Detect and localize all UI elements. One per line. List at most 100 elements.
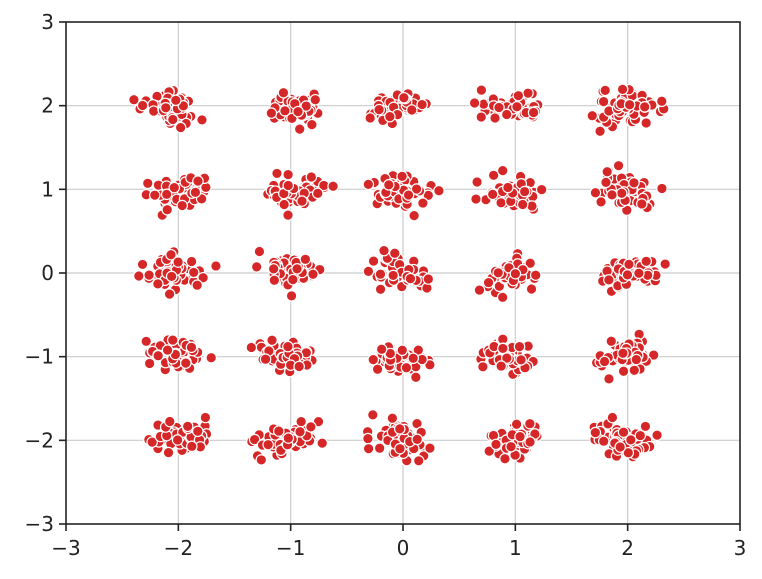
scatter-point: [147, 105, 160, 117]
x-tick-label: 0: [397, 536, 410, 560]
scatter-point: [285, 290, 298, 302]
x-tick-label: 3: [734, 536, 747, 560]
scatter-point: [509, 267, 522, 280]
scatter-point: [373, 103, 385, 116]
scatter-point: [471, 176, 483, 188]
scatter-point: [160, 188, 173, 201]
scatter-point: [634, 429, 647, 442]
scatter-point: [311, 187, 324, 200]
scatter-point: [387, 269, 399, 282]
scatter-point: [128, 93, 140, 106]
scatter-point: [174, 121, 187, 134]
scatter-point: [196, 114, 208, 126]
scatter-point: [307, 268, 319, 281]
scatter-point: [492, 266, 505, 279]
scatter-point: [505, 440, 517, 453]
scatter-point: [293, 123, 306, 135]
y-tick-label: −3: [25, 512, 54, 536]
scatter-point: [603, 373, 615, 385]
scatter-point: [248, 433, 261, 446]
scatter-point: [486, 188, 499, 201]
x-tick-label: −2: [164, 536, 193, 560]
scatter-point: [316, 437, 329, 449]
scatter-point: [512, 89, 525, 102]
scatter-point: [267, 263, 280, 275]
scatter-point: [186, 440, 198, 453]
scatter-point: [639, 420, 652, 433]
scatter-point: [500, 108, 513, 121]
scatter-point: [411, 433, 424, 446]
scatter-point: [487, 169, 500, 182]
scatter-point: [599, 84, 612, 97]
scatter-point: [253, 245, 266, 258]
scatter-point: [309, 93, 322, 106]
scatter-point: [524, 417, 536, 430]
scatter-point: [146, 436, 158, 448]
scatter-point: [594, 125, 606, 138]
scatter-point: [364, 112, 376, 124]
y-tick-labels: −3 −2 −1 0 1 2 3: [25, 10, 54, 536]
scatter-point: [294, 425, 306, 438]
scatter-point: [164, 415, 176, 428]
scatter-point: [524, 257, 537, 270]
scatter-point: [475, 111, 488, 123]
scatter-point: [501, 352, 513, 364]
scatter-point: [617, 426, 630, 438]
scatter-point: [623, 98, 636, 111]
y-tick-label: 0: [41, 261, 54, 285]
scatter-point: [172, 256, 184, 268]
scatter-point: [514, 430, 526, 443]
scatter-point: [606, 411, 619, 424]
scatter-point: [287, 273, 299, 286]
scatter-point: [477, 360, 489, 373]
scatter-point: [616, 83, 629, 96]
scatter-point: [165, 270, 178, 283]
scatter-point: [292, 105, 304, 118]
scatter-point: [651, 429, 663, 441]
scatter-point: [210, 260, 222, 272]
scatter-point: [167, 113, 179, 126]
scatter-point: [259, 353, 272, 365]
scatter-point: [279, 105, 291, 117]
scatter-point: [598, 355, 611, 368]
scatter-point: [516, 198, 529, 211]
scatter-point: [293, 360, 305, 373]
x-tick-labels: −3 −2 −1 0 1 2 3: [51, 536, 746, 560]
scatter-point: [633, 267, 645, 280]
scatter-point: [482, 276, 495, 289]
scatter-point: [496, 291, 509, 304]
scatter-point: [424, 359, 436, 371]
scatter-point: [621, 269, 634, 281]
scatter-point: [410, 371, 422, 384]
scatter-point: [412, 454, 425, 467]
scatter-point: [306, 118, 318, 131]
scatter-point: [382, 179, 395, 191]
scatter-point: [192, 175, 204, 187]
y-tick-label: −2: [25, 428, 54, 452]
scatter-point: [603, 274, 615, 286]
scatter-point: [266, 334, 278, 347]
scatter-point: [526, 200, 538, 212]
scatter-point: [140, 335, 153, 348]
scatter-point: [168, 181, 181, 194]
scatter-point: [424, 442, 436, 454]
scatter-point: [378, 244, 390, 257]
scatter-point: [473, 284, 486, 296]
scatter-point: [396, 344, 409, 357]
scatter-point: [250, 261, 263, 273]
scatter-point: [141, 177, 154, 190]
scatter-point: [586, 109, 599, 122]
scatter-point: [623, 258, 635, 271]
scatter-point: [185, 341, 198, 354]
scatter-point: [433, 184, 445, 197]
scatter-point: [483, 445, 496, 457]
scatter-point: [373, 442, 386, 454]
scatter-point: [388, 247, 401, 260]
scatter-point: [386, 412, 399, 425]
scatter-point: [295, 415, 307, 428]
scatter-point: [367, 255, 380, 267]
scatter-point: [305, 171, 318, 183]
scatter-point: [612, 159, 625, 172]
scatter-point: [176, 199, 189, 212]
scatter-point: [615, 187, 628, 200]
